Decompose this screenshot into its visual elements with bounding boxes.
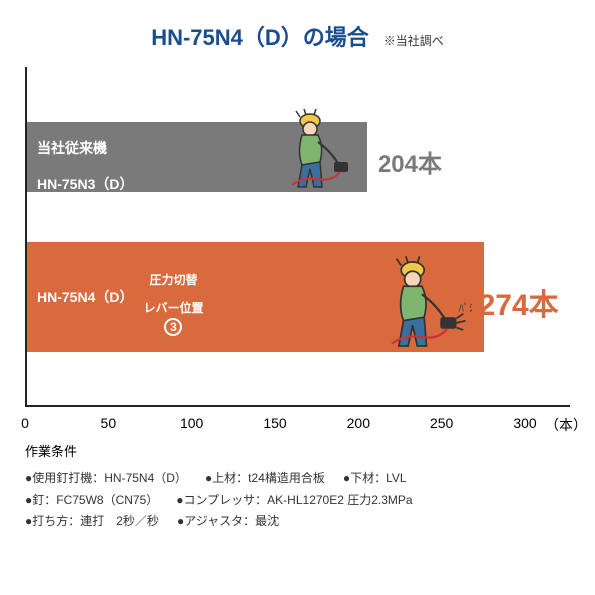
bar-label-new: HN-75N4（D） 圧力切替 レバー位置 3 (27, 258, 203, 336)
x-tick: 50 (101, 415, 117, 431)
x-tick: 100 (180, 415, 203, 431)
x-tick: 200 (347, 415, 370, 431)
condition-item: ●上材：t24構造用合板 (205, 468, 325, 490)
svg-text:ﾊﾟｼｯ!: ﾊﾟｼｯ! (458, 303, 472, 315)
lever-line1: 圧力切替 (149, 273, 197, 287)
chart-plot: 当社従来機 HN-75N3（D） 204本 HN-75N4（D） 圧力切替 レバ… (25, 67, 570, 407)
x-tick: 0 (21, 415, 29, 431)
condition-item: ●コンプレッサ：AK-HL1270E2 圧力2.3MPa (176, 490, 412, 512)
condition-item: ●下材：LVL (343, 468, 407, 490)
lever-position-box: 圧力切替 レバー位置 3 (143, 258, 203, 336)
condition-item: ●アジャスタ：最沈 (177, 511, 279, 533)
x-tick: 250 (430, 415, 453, 431)
condition-item: ●使用釘打機：HN-75N4（D） (25, 468, 187, 490)
bar-old-model: 当社従来機 HN-75N3（D） 204本 (27, 122, 367, 192)
bar-value-new: 274本 (479, 280, 559, 324)
bar-value-old: 204本 (378, 144, 442, 179)
x-tick: 150 (263, 415, 286, 431)
title-row: HN-75N4（D）の場合 ※当社調べ (25, 20, 570, 52)
x-tick: 300 (513, 415, 536, 431)
x-axis-ticks: 050100150200250300（本） (25, 415, 570, 435)
condition-item: ●打ち方：連打 2秒／秒 (25, 511, 159, 533)
x-axis-unit: （本） (545, 415, 570, 435)
bar-label-old: 当社従来機 HN-75N3（D） (27, 121, 133, 194)
chart-title: HN-75N4（D）の場合 (151, 20, 369, 52)
condition-item: ●釘：FC75W8（CN75） (25, 490, 158, 512)
worker-illustration-1 (272, 107, 362, 192)
worker-illustration-2: ﾊﾟｼｯ! (369, 254, 473, 352)
conditions-heading: 作業条件 (25, 441, 570, 460)
source-note: ※当社調べ (384, 32, 444, 49)
lever-line2: レバー位置 (143, 301, 203, 315)
bar-new-model: HN-75N4（D） 圧力切替 レバー位置 3 ﾊﾟｼｯ! 274本 (27, 242, 484, 352)
bar-label-old-line1: 当社従来機 (37, 140, 107, 156)
conditions-list: ●使用釘打機：HN-75N4（D） ●上材：t24構造用合板 ●下材：LVL ●釘：F… (25, 468, 570, 533)
bar-label-new-line1: HN-75N4（D） (37, 288, 133, 306)
lever-number-icon: 3 (164, 318, 182, 336)
bar-label-old-line2: HN-75N3（D） (37, 176, 133, 192)
